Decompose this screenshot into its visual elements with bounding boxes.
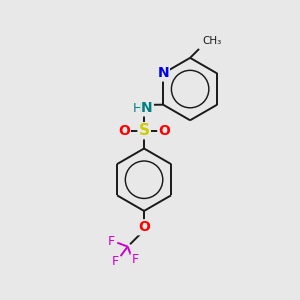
Text: S: S xyxy=(139,123,150,138)
Text: H: H xyxy=(133,102,142,115)
Text: F: F xyxy=(132,254,139,266)
Text: O: O xyxy=(118,124,130,138)
Text: N: N xyxy=(157,67,169,80)
Text: F: F xyxy=(112,255,119,268)
Text: O: O xyxy=(138,220,150,234)
Text: CH₃: CH₃ xyxy=(202,36,221,46)
Text: F: F xyxy=(108,235,115,248)
Text: N: N xyxy=(141,101,153,116)
Text: O: O xyxy=(158,124,170,138)
